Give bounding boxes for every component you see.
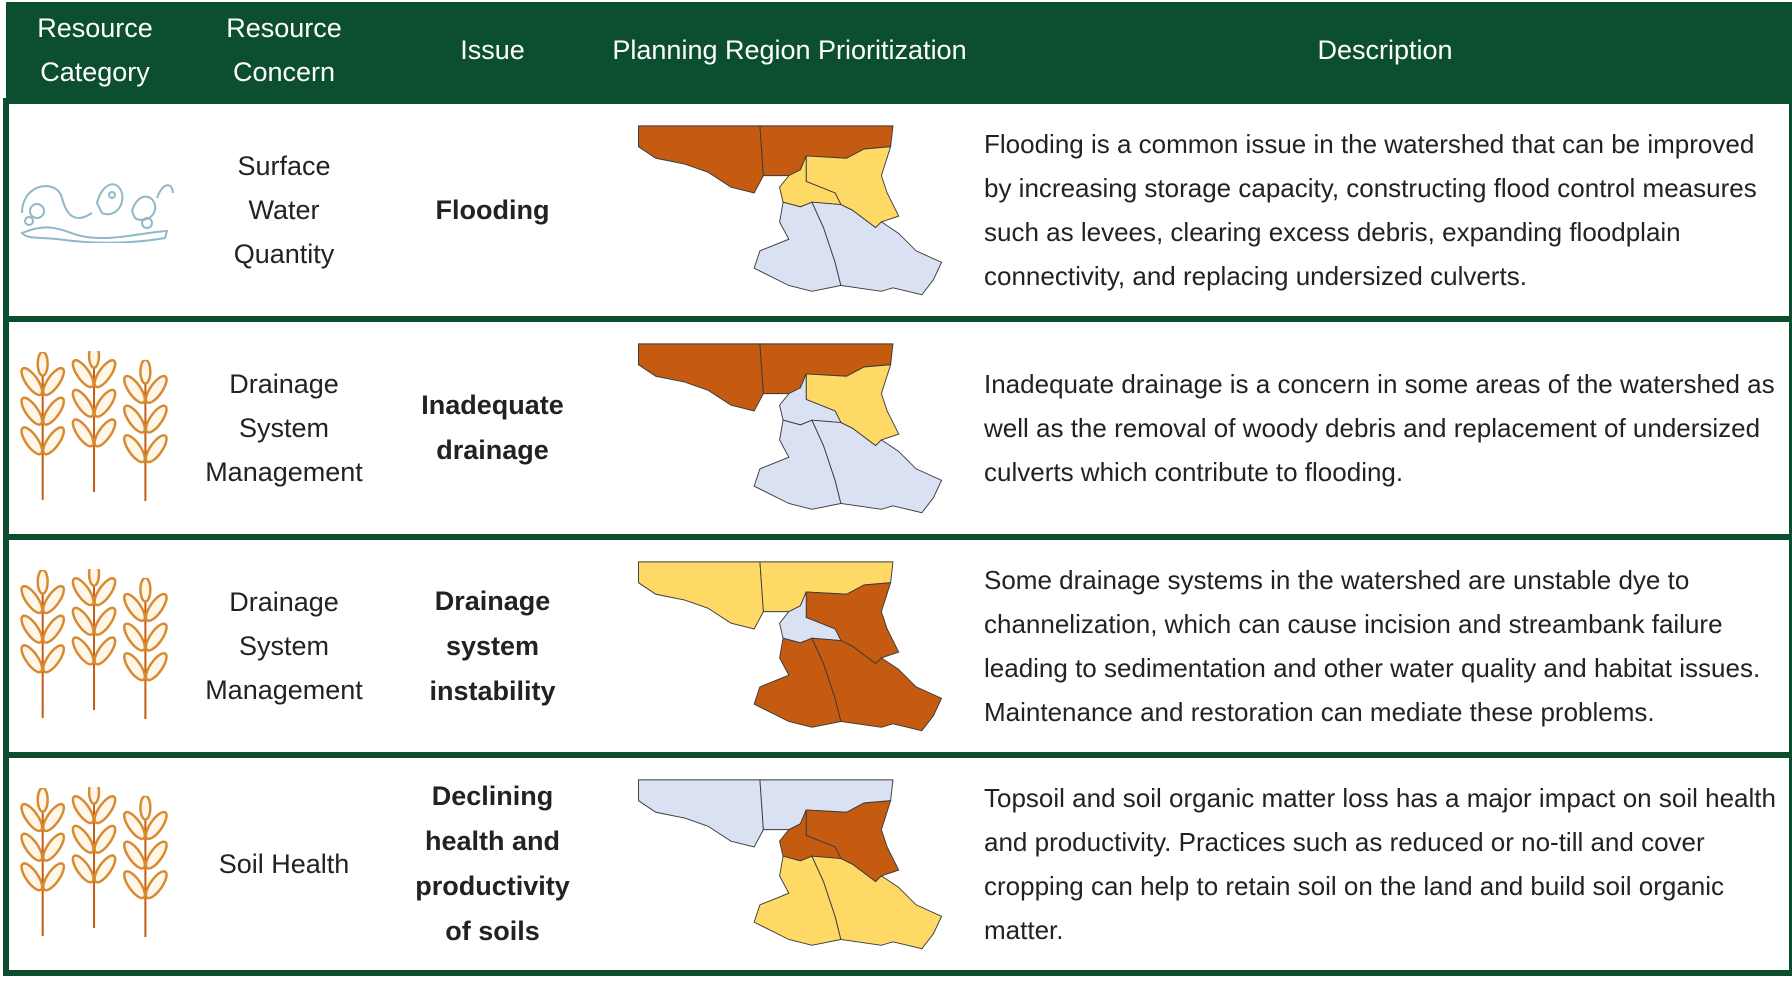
resource-concern: Drainage System Management: [205, 587, 363, 705]
column-header: Description: [978, 2, 1792, 101]
planning-region: [637, 560, 764, 629]
region-map: [637, 778, 942, 949]
issue-cell: Inadequate drainage: [384, 316, 601, 540]
map-cell: [601, 534, 978, 758]
description-cell: Topsoil and soil organic matter loss has…: [978, 752, 1792, 976]
category-cell: [3, 98, 184, 322]
icon-graphic: [20, 182, 174, 243]
table-row: Surface Water Quantity Flooding Flooding i…: [3, 98, 1792, 322]
wheat-icon: [18, 787, 176, 937]
issue-cell: Flooding: [384, 98, 601, 322]
map-cell: [601, 752, 978, 976]
issue-text: Inadequate drainage: [421, 390, 564, 465]
category-cell: [3, 316, 184, 540]
column-header: Resource Concern: [184, 2, 384, 101]
description-text: Topsoil and soil organic matter loss has…: [984, 783, 1776, 945]
description-cell: Flooding is a common issue in the waters…: [978, 98, 1792, 322]
planning-region: [637, 342, 764, 411]
header-row: Resource Category Resource Concern Issue…: [6, 2, 1792, 101]
region-map: [637, 124, 942, 295]
description-text: Flooding is a common issue in the waters…: [984, 129, 1757, 291]
issue-text: Flooding: [435, 194, 550, 225]
description-cell: Some drainage systems in the watershed a…: [978, 534, 1792, 758]
resource-concern: Drainage System Management: [205, 369, 363, 487]
water-icon: [20, 182, 174, 243]
resource-table: Resource Category Resource Concern Issue…: [3, 2, 1792, 976]
column-header: Resource Category: [6, 2, 184, 101]
table-row: Drainage System Management Drainage syste…: [3, 534, 1792, 758]
planning-region: [637, 778, 764, 847]
column-header: Planning Region Prioritization: [601, 2, 978, 101]
table-header: Resource Category Resource Concern Issue…: [6, 2, 1792, 101]
issue-cell: Declining health and productivity of soi…: [384, 752, 601, 976]
planning-region: [637, 124, 764, 193]
icon-graphic: [18, 569, 170, 719]
icon-graphic: [18, 787, 170, 937]
planning-region: [810, 855, 942, 949]
table-body: Surface Water Quantity Flooding Flooding i…: [3, 98, 1792, 976]
planning-region: [810, 419, 942, 513]
map-cell: [601, 316, 978, 540]
resource-concern: Surface Water Quantity: [233, 151, 335, 269]
icon-graphic: [18, 351, 170, 501]
category-cell: [3, 752, 184, 976]
issue-text: Drainage system instability: [429, 585, 556, 706]
map-cell: [601, 98, 978, 322]
planning-region: [810, 637, 942, 731]
concern-cell: Surface Water Quantity: [184, 98, 384, 322]
concern-cell: Drainage System Management: [184, 534, 384, 758]
concern-cell: Soil Health: [184, 752, 384, 976]
description-text: Inadequate drainage is a concern in some…: [984, 369, 1775, 487]
column-header: Issue: [384, 2, 601, 101]
region-map: [637, 342, 942, 513]
planning-region: [810, 201, 942, 295]
issue-cell: Drainage system instability: [384, 534, 601, 758]
concern-cell: Drainage System Management: [184, 316, 384, 540]
region-map: [637, 560, 942, 731]
wheat-icon: [18, 569, 176, 719]
wheat-icon: [18, 351, 176, 501]
description-cell: Inadequate drainage is a concern in some…: [978, 316, 1792, 540]
issue-text: Declining health and productivity of soi…: [415, 781, 570, 946]
resource-concern: Soil Health: [218, 849, 350, 879]
category-cell: [3, 534, 184, 758]
description-text: Some drainage systems in the watershed a…: [984, 565, 1761, 727]
table-row: Soil Health Declining health and producti…: [3, 752, 1792, 976]
table-row: Drainage System Management Inadequate dra…: [3, 316, 1792, 540]
